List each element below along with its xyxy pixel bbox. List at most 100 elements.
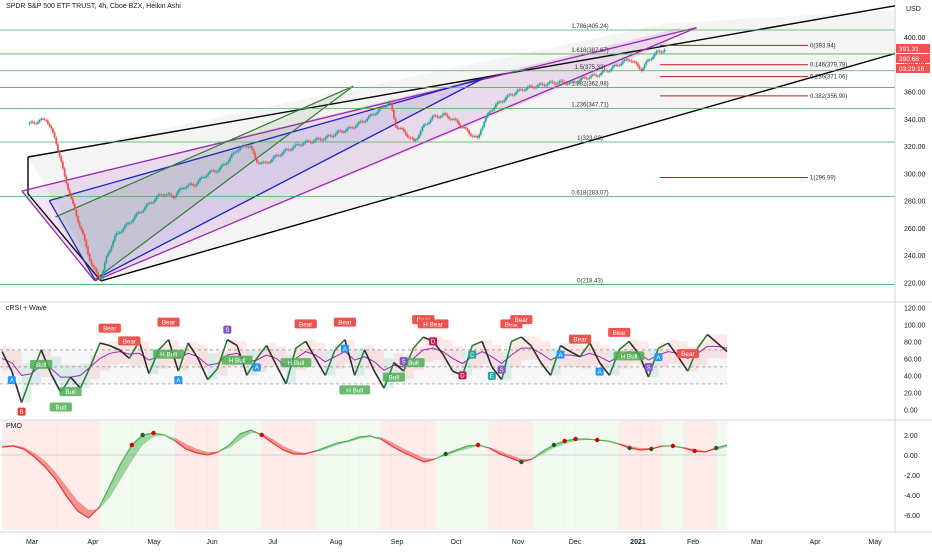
wave-dot-label: S: [647, 365, 651, 371]
x-tick-label: Mar: [26, 539, 39, 546]
candle-body: [600, 72, 603, 76]
candle-body: [43, 118, 46, 120]
crsi-line-segment: [334, 339, 346, 351]
crsi-line-segment: [667, 342, 679, 358]
candle-body: [215, 171, 218, 173]
pmo-line-segment: [66, 496, 79, 512]
candle-body: [627, 59, 629, 61]
crsi-cloud-segment: [364, 344, 375, 369]
pmo-regime-band: [12, 421, 24, 530]
crsi-cloud-segment: [452, 346, 463, 372]
candle-body: [545, 85, 547, 87]
pmo-line-segment: [348, 436, 360, 442]
crsi-cloud-segment: [531, 336, 541, 361]
y-tick-label: -6.00: [904, 513, 920, 520]
candle-body: [449, 118, 452, 120]
crsi-cloud-segment: [482, 339, 492, 364]
crsi-line-segment: [481, 341, 493, 368]
candle-body: [220, 165, 223, 168]
candle-body: [180, 188, 183, 190]
candle-body: [508, 94, 511, 96]
candle-body: [145, 204, 148, 208]
candle-body: [227, 160, 230, 164]
candle-body: [317, 138, 320, 140]
candle-body: [361, 121, 364, 123]
pmo-cross-dot: [551, 442, 557, 448]
candle-body: [546, 83, 549, 86]
x-tick-label: Oct: [451, 539, 462, 546]
candle-body: [408, 136, 410, 138]
candle-body: [489, 111, 492, 112]
pmo-line-segment: [218, 444, 230, 453]
candle-body: [147, 203, 150, 205]
pmo-line-segment: [315, 446, 327, 452]
candle-body: [506, 95, 509, 98]
crsi-cloud-segment: [139, 341, 149, 366]
candle-body: [556, 82, 559, 85]
candle-body: [379, 107, 382, 110]
candle-body: [92, 264, 94, 267]
candle-body: [127, 223, 130, 224]
wave-dot: [654, 353, 663, 362]
blue-trend-line: [48, 200, 96, 280]
wave-dot: [497, 365, 506, 374]
candle-body: [50, 126, 53, 129]
y-tick-label: 2.00: [904, 433, 918, 440]
wave-dot: [340, 344, 349, 353]
wave-dot-label: A: [10, 378, 14, 384]
pmo-regime-band: [294, 421, 306, 530]
candle-body: [486, 113, 489, 118]
candle-body: [199, 178, 201, 181]
candle-body: [190, 183, 193, 185]
pmo-regime-band: [175, 421, 187, 530]
candle-body: [47, 120, 49, 124]
candle-body: [658, 50, 661, 52]
candle-body: [453, 118, 455, 120]
candle-body: [483, 121, 486, 127]
candle-body: [326, 135, 328, 138]
candle-body: [374, 114, 377, 116]
candle-body: [336, 131, 338, 134]
candle-body: [583, 77, 586, 78]
candle-body: [63, 168, 66, 177]
candle-body: [663, 49, 666, 52]
crsi-cloud-segment: [11, 350, 22, 375]
pmo-regime-band: [402, 421, 414, 530]
bull-marker-label: Bull: [389, 375, 400, 382]
y-tick-label: 20.00: [904, 390, 922, 397]
candle-body: [498, 101, 501, 103]
crsi-line-segment: [560, 344, 571, 353]
candle-body: [164, 195, 166, 197]
pmo-fill-segment: [391, 442, 403, 452]
pmo-cross-dot: [713, 445, 719, 451]
candle-body: [648, 59, 651, 61]
y-tick-label: 340.00: [904, 117, 926, 124]
candle-body: [187, 184, 190, 187]
pmo-regime-band: [640, 421, 652, 530]
candle-body: [419, 130, 422, 136]
candle-body: [608, 70, 611, 72]
pmo-regime-band: [434, 421, 446, 530]
candle-body: [48, 123, 51, 127]
candle-body: [157, 194, 160, 197]
candle-body: [142, 210, 145, 213]
candle-body: [287, 149, 290, 151]
candle-body: [560, 80, 562, 82]
candle-body: [123, 225, 126, 229]
y-tick-label: 220.00: [904, 280, 926, 287]
bear-marker-label: Bear: [505, 321, 518, 328]
candle-body: [41, 118, 44, 120]
candle-body: [334, 133, 337, 136]
bull-marker-label: H Bull: [160, 352, 177, 359]
pmo-cross-dot: [627, 445, 632, 451]
candle-body: [548, 81, 551, 84]
candle-body: [555, 83, 557, 85]
candle-body: [197, 180, 200, 184]
candle-body: [351, 127, 354, 129]
candle-body: [558, 81, 561, 83]
candle-body: [426, 123, 429, 125]
x-tick-label: Mar: [751, 539, 764, 546]
candle-body: [341, 131, 343, 133]
pmo-regime-band: [240, 421, 252, 530]
